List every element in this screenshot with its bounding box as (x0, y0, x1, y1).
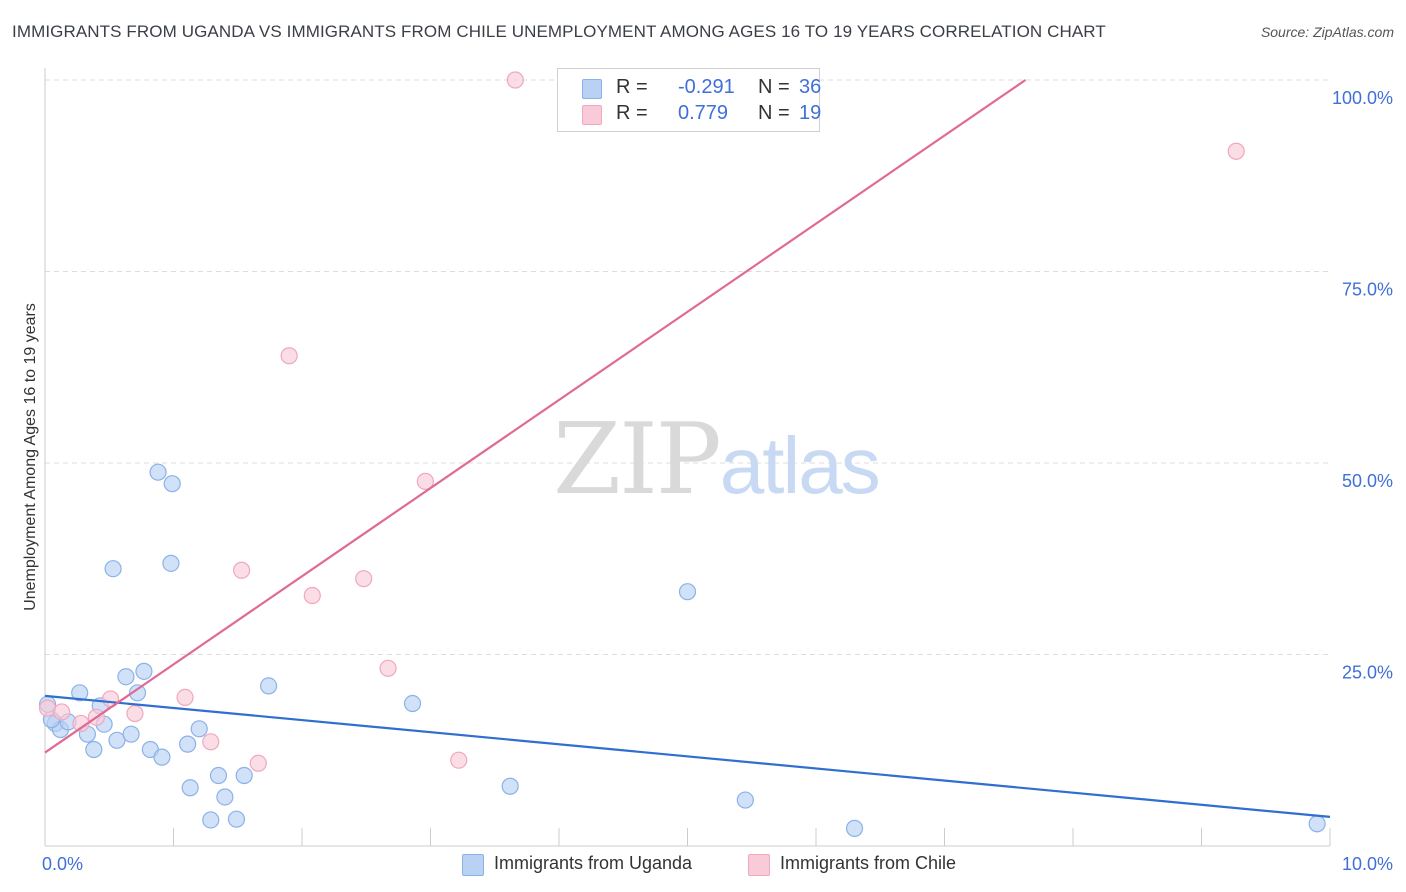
chile-point (506, 71, 524, 89)
legend-r-label: R = (616, 76, 648, 98)
chile-point (416, 472, 434, 490)
uganda-point (162, 554, 180, 572)
x-tick-label: 0.0% (42, 854, 83, 874)
legend-swatch-chile (582, 105, 602, 125)
uganda-point (117, 668, 135, 686)
chile-point (233, 561, 251, 579)
chile-trendline (44, 79, 1027, 754)
legend-r-label: R = (616, 102, 648, 124)
uganda-point (190, 720, 208, 738)
bottom-legend-swatch-chile (748, 854, 770, 876)
watermark-atlas: atlas (719, 421, 881, 510)
uganda-point (153, 748, 171, 766)
x-tick-label: 10.0% (1342, 854, 1393, 874)
uganda-point (108, 731, 126, 749)
uganda-point (209, 766, 228, 785)
uganda-point (71, 684, 89, 702)
uganda-point (181, 779, 199, 797)
uganda-point (202, 811, 220, 829)
source-credit: Source: ZipAtlas.com (1260, 24, 1394, 40)
uganda-point (135, 662, 153, 680)
y-tick-label: 75.0% (1342, 280, 1393, 300)
y-axis-title: Unemployment Among Ages 16 to 19 years (22, 303, 39, 611)
legend-n-value-uganda: 36 (799, 76, 822, 98)
uganda-trendline (44, 694, 1331, 818)
bottom-legend-label-chile: Immigrants from Chile (780, 853, 957, 873)
uganda-point (227, 810, 246, 828)
uganda-point (104, 560, 122, 578)
uganda-point (122, 725, 140, 743)
chile-point (280, 347, 298, 365)
chile-point (202, 733, 220, 751)
uganda-point (149, 463, 167, 481)
chile-point (355, 570, 373, 588)
chile-point (176, 688, 194, 706)
chile-point (126, 704, 144, 723)
uganda-point (736, 791, 754, 809)
uganda-point (128, 684, 147, 702)
watermark-zip: ZIP (553, 403, 722, 517)
uganda-point (678, 583, 697, 601)
y-tick-label: 100.0% (1332, 88, 1393, 108)
chile-point (450, 751, 468, 769)
chile-point (379, 659, 397, 677)
chile-point (249, 754, 267, 772)
bottom-legend-label-uganda: Immigrants from Uganda (494, 853, 693, 873)
legend-n-label: N = (758, 76, 790, 98)
chile-point (53, 703, 71, 721)
uganda-point (403, 694, 422, 713)
uganda-point (163, 475, 181, 493)
watermark: ZIPatlas (553, 403, 881, 517)
uganda-point (501, 777, 519, 795)
y-tick-label: 50.0% (1342, 471, 1393, 491)
uganda-point (179, 735, 197, 753)
legend-swatch-uganda (582, 79, 602, 99)
uganda-point (235, 766, 253, 785)
uganda-point (1308, 815, 1326, 833)
y-tick-label: 25.0% (1342, 663, 1393, 683)
legend-n-value-chile: 19 (799, 102, 822, 124)
chart-title: IMMIGRANTS FROM UGANDA VS IMMIGRANTS FRO… (12, 22, 1106, 41)
chile-point (38, 699, 57, 717)
legend-r-value-uganda: -0.291 (678, 76, 735, 98)
uganda-point (85, 740, 103, 759)
chile-point (303, 586, 321, 605)
legend-r-value-chile: 0.779 (678, 102, 729, 124)
bottom-legend-swatch-uganda (462, 854, 484, 876)
legend-n-label: N = (758, 102, 790, 124)
chile-point (1227, 142, 1245, 160)
uganda-point (845, 819, 864, 837)
uganda-point (216, 788, 234, 806)
uganda-point (259, 677, 278, 695)
stats-legend: R = -0.291 N = 36 R = 0.779 N = 19 (557, 68, 822, 132)
